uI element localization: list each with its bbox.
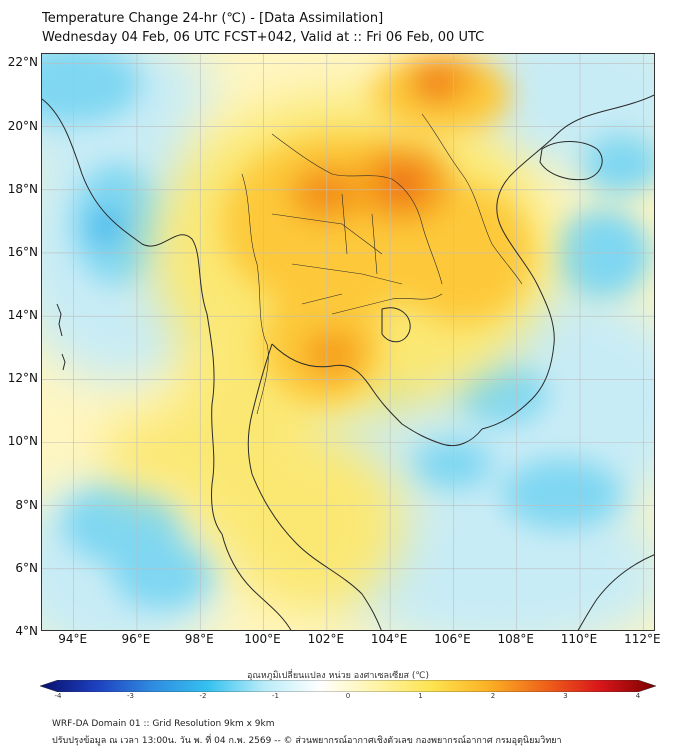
colorbar-tick-label: -3 (127, 692, 134, 700)
colorbar-tick-label: -2 (199, 692, 207, 700)
map-title: Temperature Change 24-hr (℃) - [Data Ass… (42, 11, 384, 26)
colorbar-tick-label: 1 (418, 692, 423, 700)
lon-label: 96°E (121, 632, 151, 646)
lat-label: 16°N (7, 244, 38, 259)
lat-label: 10°N (7, 434, 38, 449)
andaman-islands (56, 303, 66, 371)
colorbar-tick-label: 2 (490, 692, 496, 700)
lat-label: 4°N (15, 624, 38, 638)
coastlines (42, 94, 654, 630)
colorbar-tick-label: -1 (272, 692, 279, 700)
lon-label: 112°E (624, 632, 661, 646)
colorbar-tick-label: -4 (54, 692, 62, 700)
lat-label: 8°N (15, 497, 38, 512)
myanmar-thailand-border (241, 173, 269, 415)
lon-label: 100°E (244, 632, 281, 646)
colorbar (40, 680, 656, 692)
lat-label: 6°N (15, 560, 38, 575)
province-lines (271, 193, 403, 305)
lat-label: 22°N (7, 55, 38, 70)
temperature-change-map (42, 54, 654, 630)
footer-credit: ปรับปรุงข้อมูล ณ เวลา 13:00น. วัน พ. ที่… (52, 736, 562, 746)
lat-lon-grid (42, 54, 654, 630)
footer-model-info: WRF-DA Domain 01 :: Grid Resolution 9km … (52, 719, 275, 729)
hainan-island (539, 141, 603, 181)
thai-peninsula-east-coast (247, 343, 382, 630)
tonle-sap-lake (381, 307, 411, 343)
colorbar-title: อุณหภูมิเปลี่ยนแปลง หน่วย องศาเซลเซียส (… (246, 671, 430, 681)
admin-borders (241, 113, 523, 415)
lon-label: 106°E (434, 632, 471, 646)
colorbar-tick-label: 0 (345, 692, 351, 700)
borneo-west-coast (577, 554, 654, 630)
gulf-of-thailand-coast (271, 343, 483, 447)
lat-label: 12°N (7, 371, 38, 386)
lat-label: 18°N (7, 181, 38, 196)
lon-label: 108°E (497, 632, 534, 646)
lon-label: 110°E (560, 632, 598, 646)
vietnam-coast (481, 94, 654, 430)
myanmar-coast (42, 98, 223, 535)
colorbar-tick-label: 3 (563, 692, 568, 700)
lon-label: 98°E (184, 632, 214, 646)
map-subtitle: Wednesday 04 Feb, 06 UTC FCST+042, Valid… (42, 30, 485, 45)
thailand-laos-border (271, 133, 443, 285)
laos-vietnam-border (421, 113, 523, 285)
lat-label: 20°N (7, 118, 38, 133)
colorbar-tick-label: 4 (635, 692, 641, 700)
lon-label: 102°E (307, 632, 345, 646)
map-panel (41, 53, 655, 631)
thai-peninsula-west-coast (221, 533, 292, 630)
lon-label: 104°E (370, 632, 408, 646)
thailand-cambodia-border (331, 293, 443, 315)
lon-label: 94°E (58, 632, 88, 646)
lat-label: 14°N (7, 308, 38, 323)
